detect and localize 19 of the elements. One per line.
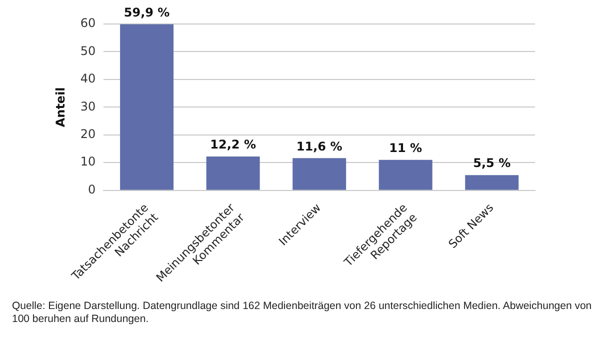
bar (378, 160, 432, 190)
y-axis-title: Anteil (53, 87, 68, 128)
y-tick-label: 40 (80, 72, 96, 86)
bar (292, 158, 346, 190)
y-tick-label: 20 (80, 127, 96, 142)
data-label: 11,6 % (296, 139, 342, 154)
data-label: 59,9 % (124, 5, 170, 20)
data-label: 5,5 % (473, 156, 511, 170)
data-label: 11 % (389, 140, 422, 155)
source-note: Quelle: Eigene Darstellung. Datengrundlage sind 162 Medienbeiträgen von 26 unterschiedlichen Medien. Abweichungen von 100 beruhen auf Rundungen. (12, 300, 593, 326)
y-tick-label: 0 (88, 182, 96, 196)
bar (465, 175, 519, 190)
y-tick-label: 50 (80, 44, 96, 58)
bar (120, 24, 174, 190)
y-tick-label: 60 (80, 16, 96, 30)
bar (206, 156, 260, 190)
data-label: 12,2 % (210, 138, 256, 152)
y-tick-label: 10 (80, 154, 96, 169)
y-tick-label: 30 (80, 99, 96, 114)
